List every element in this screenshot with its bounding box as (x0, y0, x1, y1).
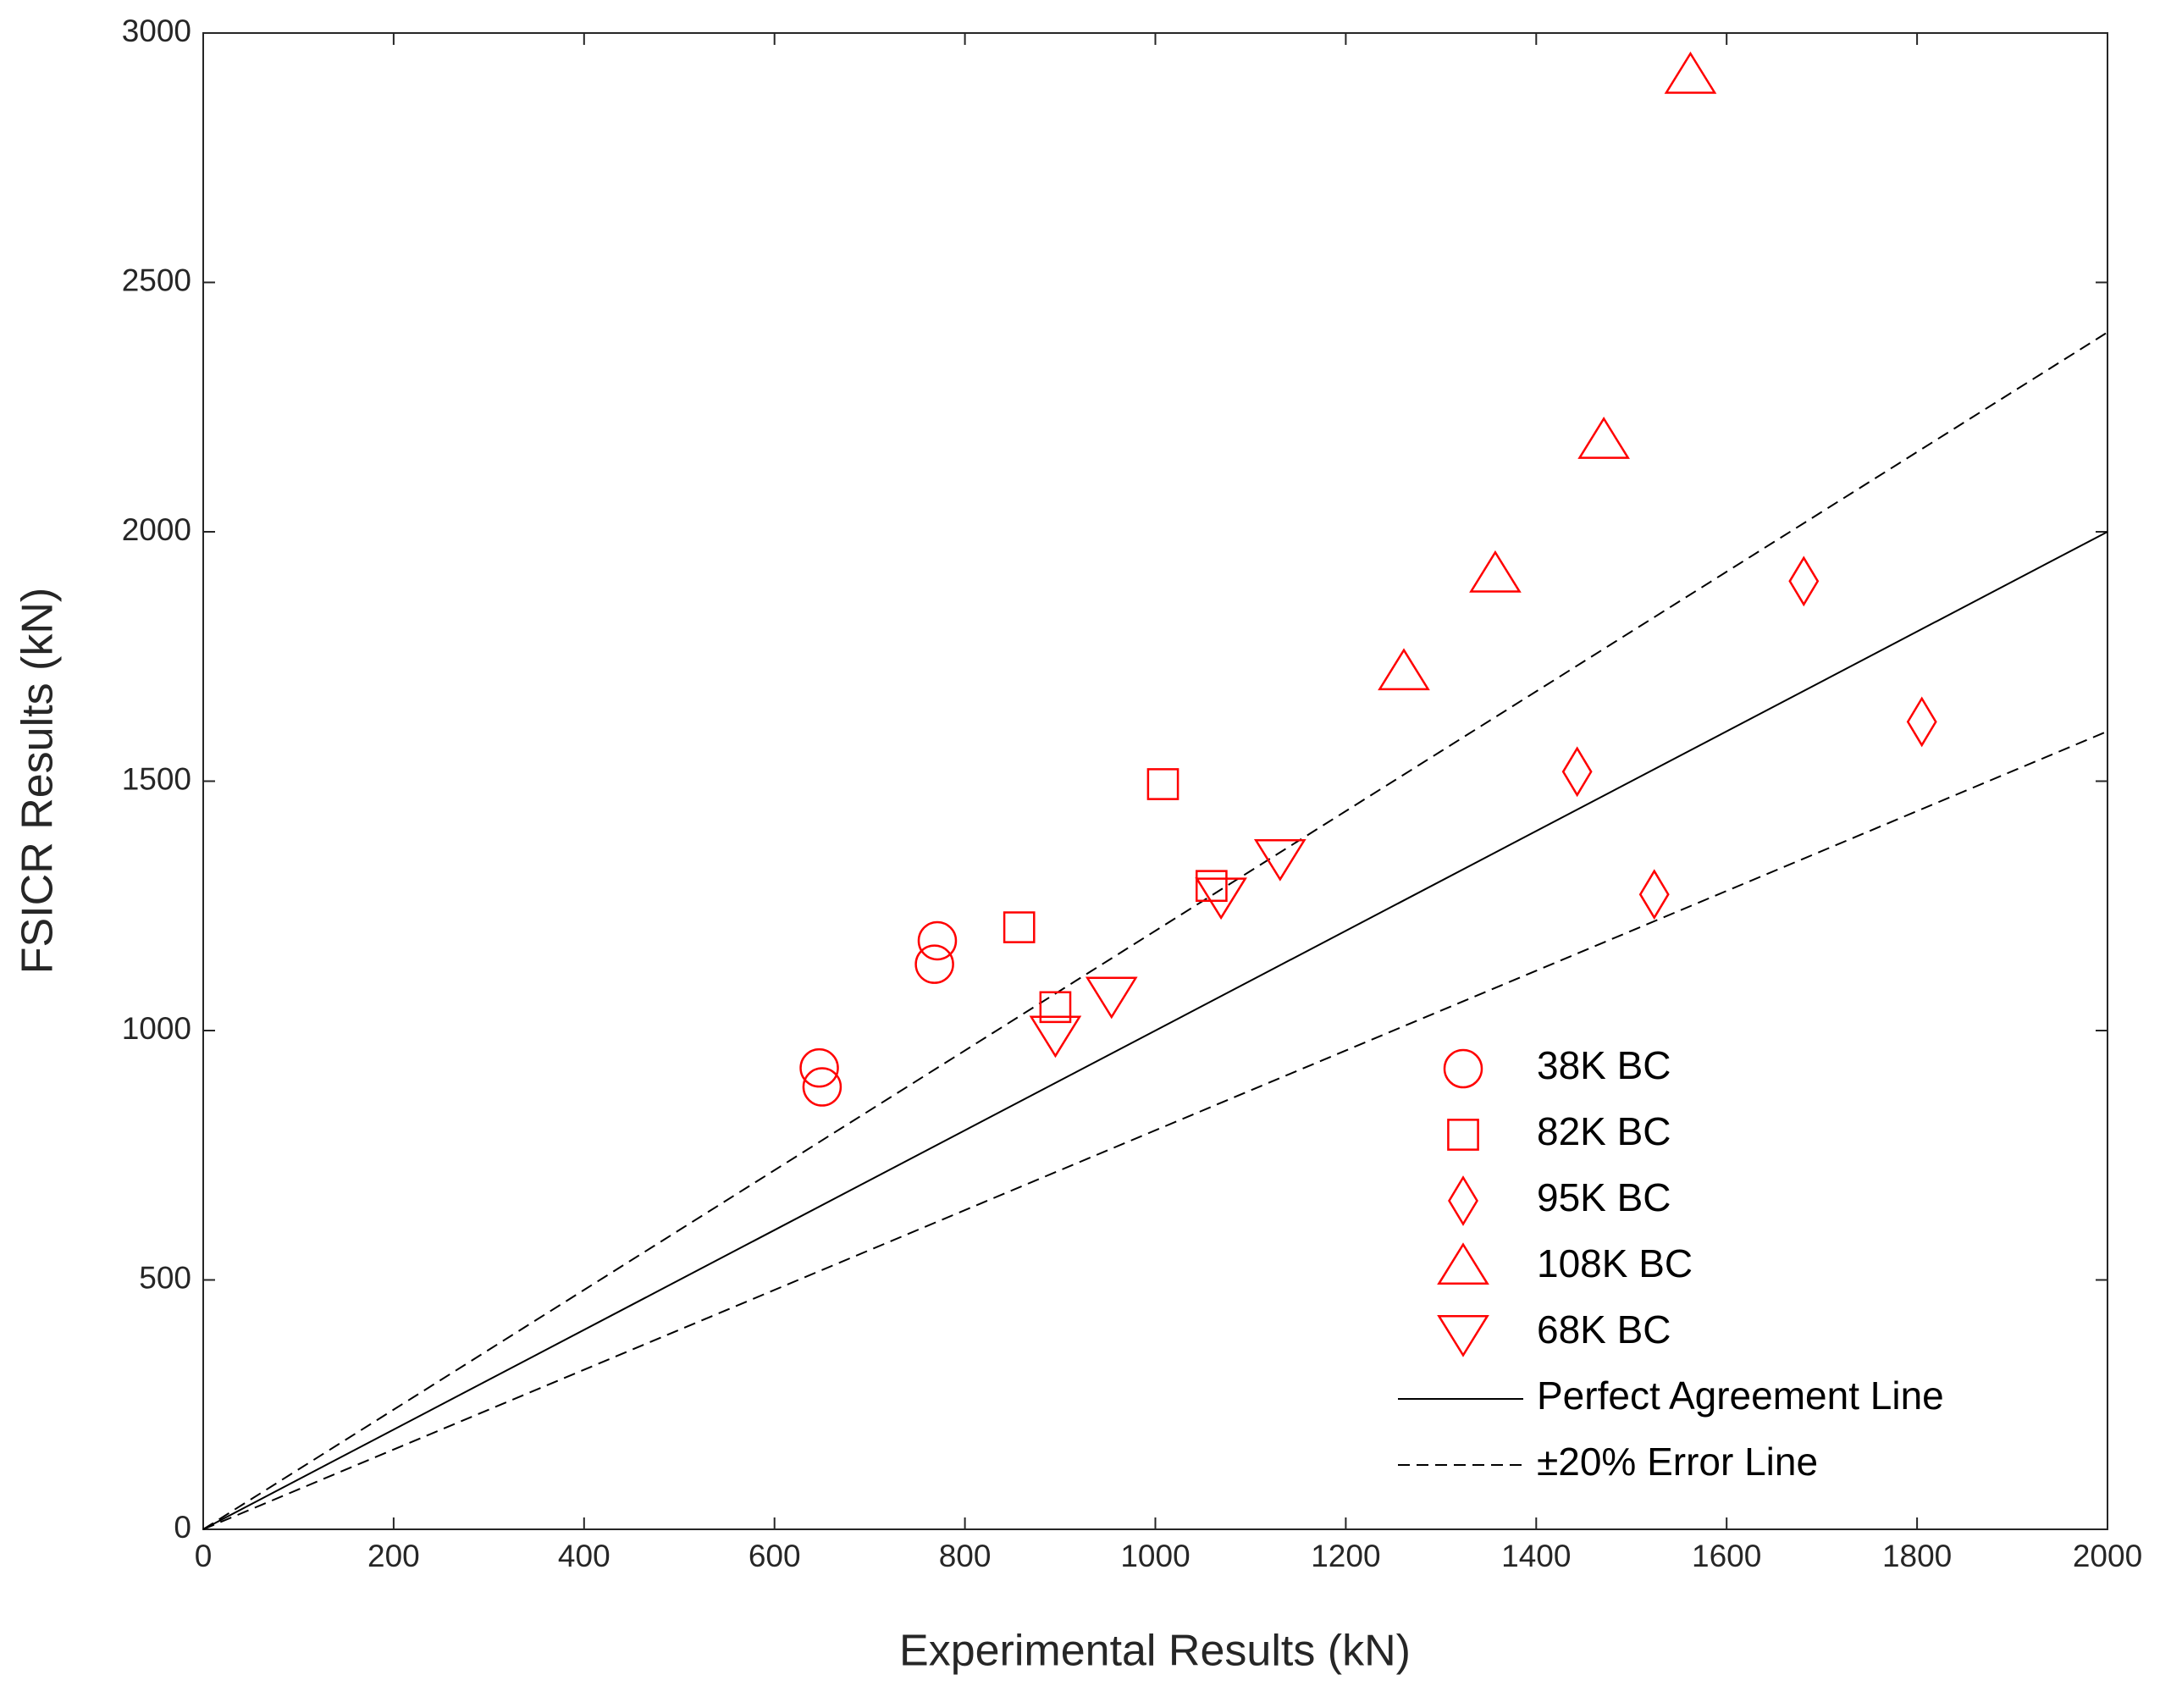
marker (1664, 51, 1717, 94)
legend-label: 95K BC (1537, 1175, 1671, 1219)
marker (1561, 746, 1593, 798)
marker (1788, 556, 1820, 607)
y-axis-label: FSICR Results (kN) (14, 588, 63, 974)
reference-line (202, 730, 2108, 1530)
marker (1469, 550, 1522, 593)
marker (917, 920, 958, 961)
marker (1577, 417, 1630, 459)
x-tick-label: 600 (749, 1539, 801, 1573)
marker (1039, 991, 1072, 1024)
legend-marker (1448, 1175, 1478, 1226)
legend-marker (1437, 1242, 1489, 1285)
x-tick-label: 1400 (1501, 1539, 1571, 1573)
x-tick-label: 0 (195, 1539, 213, 1573)
legend-marker (1443, 1048, 1483, 1089)
marker (1146, 768, 1179, 800)
x-tick-label: 200 (367, 1539, 420, 1573)
y-tick-label: 1500 (122, 761, 191, 796)
legend-label: 68K BC (1537, 1307, 1671, 1351)
legend-label: 108K BC (1537, 1241, 1693, 1285)
legend-label: 82K BC (1537, 1109, 1671, 1153)
y-tick-label: 2000 (122, 512, 191, 547)
y-tick-label: 3000 (122, 14, 191, 48)
marker (1253, 838, 1306, 882)
legend-label: 38K BC (1537, 1043, 1671, 1087)
marker (1003, 911, 1036, 943)
marker (1906, 696, 1937, 748)
marker (1085, 976, 1138, 1020)
x-tick-label: 1200 (1311, 1539, 1380, 1573)
marker (1638, 869, 1670, 920)
x-tick-label: 1600 (1692, 1539, 1761, 1573)
x-tick-label: 400 (558, 1539, 610, 1573)
x-axis-label: Experimental Results (kN) (899, 1627, 1411, 1676)
marker (914, 944, 954, 984)
y-tick-label: 500 (139, 1260, 191, 1295)
y-tick-label: 0 (174, 1510, 191, 1545)
legend-marker (1437, 1314, 1489, 1357)
y-tick-label: 2500 (122, 263, 191, 297)
legend-label: ±20% Error Line (1537, 1440, 1818, 1484)
reference-line (202, 531, 2108, 1530)
plot-frame (202, 32, 2108, 1530)
marker (1195, 877, 1247, 920)
legend-label: Perfect Agreement Line (1537, 1374, 1944, 1418)
x-tick-label: 1800 (1882, 1539, 1952, 1573)
marker (802, 1067, 842, 1107)
x-tick-label: 2000 (2073, 1539, 2142, 1573)
legend-marker (1447, 1119, 1479, 1151)
reference-line (202, 331, 2108, 1530)
y-tick-label: 1000 (122, 1011, 191, 1046)
x-tick-label: 1000 (1120, 1539, 1190, 1573)
marker (799, 1047, 839, 1088)
marker (1029, 1015, 1082, 1059)
marker (1195, 870, 1228, 903)
marker (1378, 648, 1430, 691)
x-tick-label: 800 (939, 1539, 992, 1573)
